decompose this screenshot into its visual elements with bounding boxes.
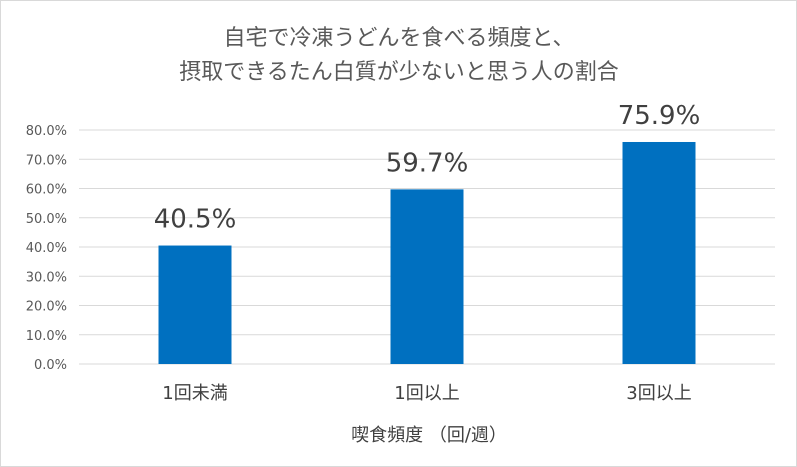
bar [622,141,696,364]
data-labels: 40.5% 59.7% 75.9% [154,101,701,235]
x-axis-title: 喫食頻度 （回/週） [351,425,507,446]
chart-title-line-1: 自宅で冷凍うどんを食べる頻度と、 [223,26,574,51]
bar [390,189,464,364]
y-axis-tick-labels: 0.0% 10.0% 20.0% 30.0% 40.0% 50.0% 60.0% 70.0% 8… [26,124,67,373]
data-label: 59.7% [386,148,469,178]
bars [158,141,696,364]
data-label: 75.9% [618,101,701,131]
data-label: 40.5% [154,205,237,235]
y-tick-label: 60.0% [26,183,67,198]
y-tick-label: 50.0% [26,212,67,227]
y-tick-label: 80.0% [26,124,67,139]
y-tick-label: 30.0% [26,270,67,285]
x-category-label: 3回以上 [626,383,691,404]
y-tick-label: 20.0% [26,300,67,315]
bar [158,245,232,364]
x-category-label: 1回未満 [162,383,227,404]
y-tick-label: 40.0% [26,241,67,256]
x-category-label: 1回以上 [394,383,459,404]
y-tick-label: 0.0% [34,358,67,373]
x-axis-category-labels: 1回未満 1回以上 3回以上 [162,383,691,404]
y-tick-label: 10.0% [26,329,67,344]
y-tick-label: 70.0% [26,153,67,168]
chart-title-line-2: 摂取できるたん白質が少ないと思う人の割合 [179,60,619,85]
